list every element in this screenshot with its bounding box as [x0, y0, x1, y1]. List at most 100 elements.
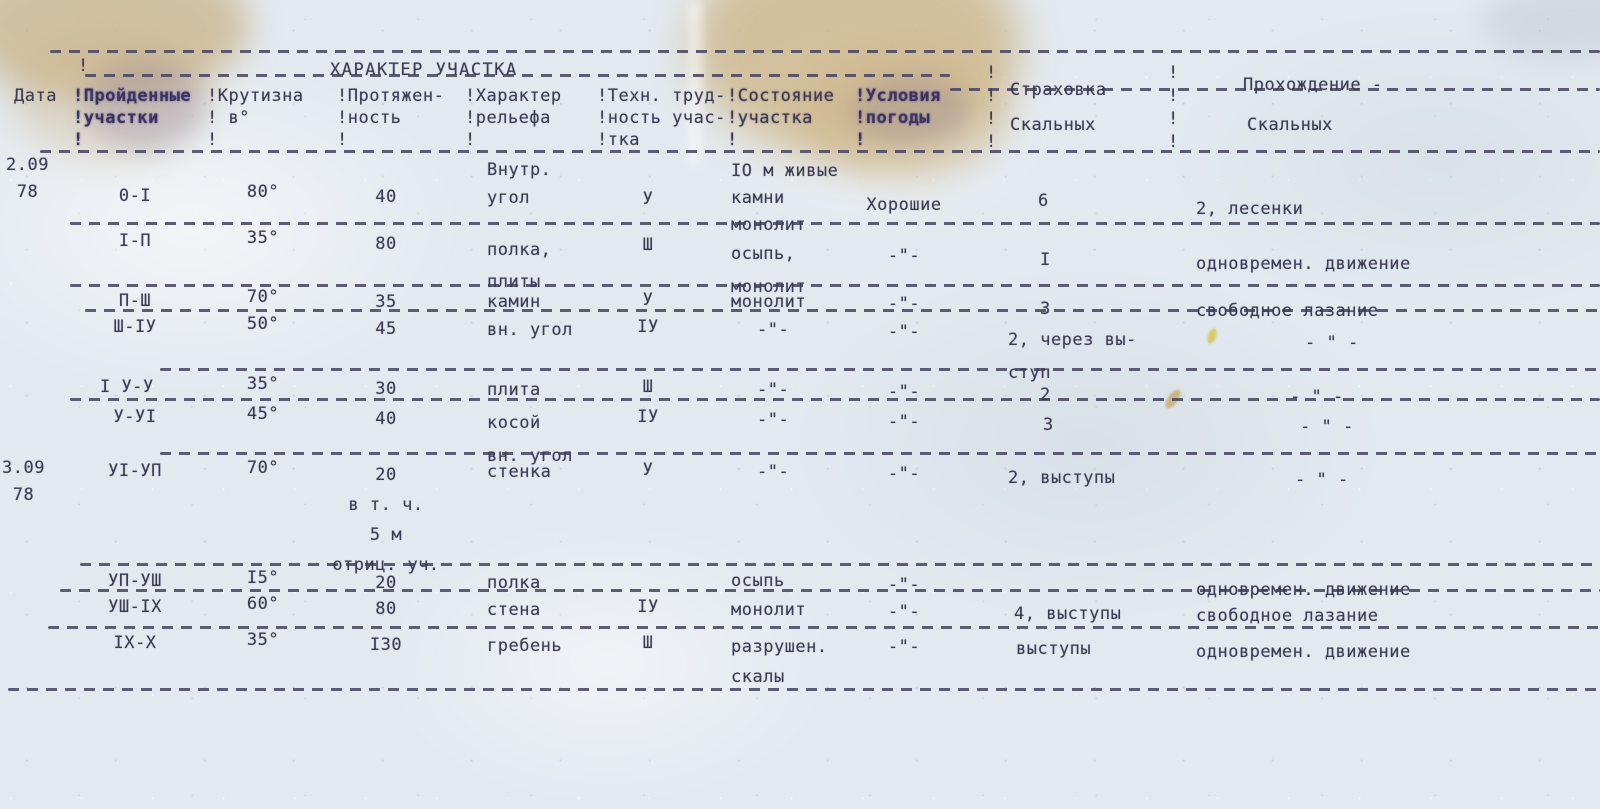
table-title: ХАРАКТЕР УЧАСТКА — [330, 60, 518, 80]
cell-passage: одновремен. движение — [1196, 642, 1411, 662]
cell-passage: свободное лазание — [1196, 301, 1379, 321]
cell-sections: УI-УП — [108, 461, 162, 481]
dashed-line — [70, 222, 1600, 225]
cell-belay: 3 — [1040, 299, 1051, 319]
dashed-line — [8, 688, 1600, 691]
cell-steepness: 70° — [246, 458, 280, 478]
cell-length: 80 — [375, 599, 397, 619]
cell-difficulty: У — [642, 460, 654, 480]
cell-relief: стенка — [487, 462, 552, 482]
cell-length: 40 — [375, 187, 397, 207]
cell-steepness: 45° — [246, 404, 280, 424]
dashed-line — [80, 563, 1600, 566]
cell-belay: 4, выступы — [1014, 604, 1122, 624]
cell-steepness: 70° — [246, 287, 280, 307]
cell-weather: -"- — [887, 412, 921, 432]
cell-sections: IХ-Х — [113, 633, 157, 653]
cell-length: 35 — [375, 292, 397, 312]
cell-weather: -"- — [887, 602, 921, 622]
dashed-line — [950, 88, 1600, 91]
column-header-passage-sub: Скальных — [1247, 115, 1333, 135]
dashed-line — [70, 398, 1600, 401]
dashed-line — [48, 626, 1600, 629]
cell-sections: 0-I — [118, 186, 152, 206]
cell-passage: - " - — [1300, 417, 1354, 437]
cell-condition: осыпь, монолит — [731, 244, 807, 297]
column-header-passage-group: Прохождение - — [1243, 75, 1383, 95]
cell-passage: свободное лазание — [1196, 606, 1379, 626]
cell-length: 80 — [375, 234, 397, 254]
cell-length: I30 — [369, 635, 403, 655]
dashed-line — [85, 74, 950, 77]
cell-weather: -"- — [887, 322, 921, 342]
cell-length: 30 — [375, 379, 397, 399]
cell-relief: косой вн. угол — [487, 413, 573, 466]
column-separator: ! ! ! ! — [1168, 63, 1179, 152]
cell-sections: УП-УШ — [108, 571, 162, 591]
cell-difficulty: IУ — [637, 317, 659, 337]
cell-belay: выступы — [1016, 639, 1092, 659]
cell-belay: I — [1040, 250, 1051, 270]
cell-difficulty: У — [642, 189, 654, 209]
cell-sections: УШ-IХ — [108, 597, 162, 617]
cell-relief: камин — [487, 292, 541, 312]
cell-relief: Внутр. угол — [487, 160, 552, 208]
cell-relief: полка — [487, 573, 541, 593]
dashed-line — [50, 50, 1600, 53]
column-header-date: Дата — [14, 86, 57, 106]
cell-condition: -"- — [757, 462, 790, 482]
dashed-line — [160, 452, 1600, 455]
cell-steepness: 35° — [246, 374, 280, 394]
cell-passage: - " - — [1295, 470, 1349, 490]
cell-date: 3.09 78 — [2, 458, 45, 505]
cell-weather: -"- — [887, 637, 921, 657]
cell-weather: -"- — [887, 294, 921, 314]
cell-belay: 2, выступы — [1008, 468, 1116, 488]
cell-steepness: 50° — [246, 314, 280, 334]
cell-difficulty: У — [642, 290, 654, 310]
column-header-difficulty: !Техн. труд- !ность учас- !тка — [597, 86, 726, 150]
cell-steepness: 60° — [246, 594, 280, 614]
cell-steepness: 80° — [246, 182, 280, 202]
cell-condition: IO м живые камни монолит — [731, 161, 839, 235]
cell-relief: плита — [487, 380, 541, 400]
cell-sections: П-Ш — [118, 291, 152, 311]
cell-steepness: 35° — [246, 630, 280, 650]
cell-length: 45 — [375, 319, 397, 339]
cell-relief: гребень — [487, 636, 563, 656]
dashed-line — [85, 309, 1600, 312]
column-header-condition: !Состояние !участка ! — [727, 86, 835, 150]
cell-length: 20 в т. ч. 5 м отриц. уч. — [332, 465, 440, 575]
cell-length: 40 — [375, 409, 397, 429]
cell-condition: монолит — [731, 292, 807, 312]
cell-difficulty: Ш — [642, 377, 654, 397]
column-header-relief: !Характер !рельефа ! — [465, 86, 562, 150]
dashed-line — [70, 284, 1600, 287]
column-header-weather: !Условия !погоды ! — [855, 86, 941, 150]
cell-date: 2.09 78 — [6, 155, 49, 202]
cell-passage: 2, лесенки — [1196, 199, 1304, 219]
cell-weather: -"- — [887, 575, 921, 595]
cell-sections: У-УI — [113, 407, 157, 427]
cell-difficulty: Ш — [642, 235, 654, 255]
paper-fiber — [1205, 327, 1219, 345]
cell-sections: I-П — [118, 231, 152, 251]
column-header-steepness: !Крутизна ! в° ! — [207, 86, 304, 150]
cell-relief: вн. угол — [487, 320, 573, 340]
cell-passage: одновремен. движение — [1196, 254, 1411, 274]
cell-condition: -"- — [757, 410, 790, 430]
cell-steepness: 35° — [246, 228, 280, 248]
cell-relief: стена — [487, 600, 541, 620]
column-header-length: !Протяжен- !ность ! — [337, 86, 445, 150]
cell-belay: 2 — [1040, 385, 1051, 405]
cell-belay: 3 — [1043, 415, 1054, 435]
column-header-belay-group: Страховка — [1010, 80, 1107, 100]
cell-difficulty: IУ — [637, 407, 659, 427]
cell-steepness: I5° — [246, 568, 280, 588]
cell-weather: Хорошие — [866, 195, 942, 215]
cell-sections: Ш-IУ — [113, 317, 157, 337]
cell-condition: разрушен. скалы — [731, 637, 828, 687]
cell-length: 20 — [375, 573, 397, 593]
cell-condition: монолит — [731, 600, 807, 620]
